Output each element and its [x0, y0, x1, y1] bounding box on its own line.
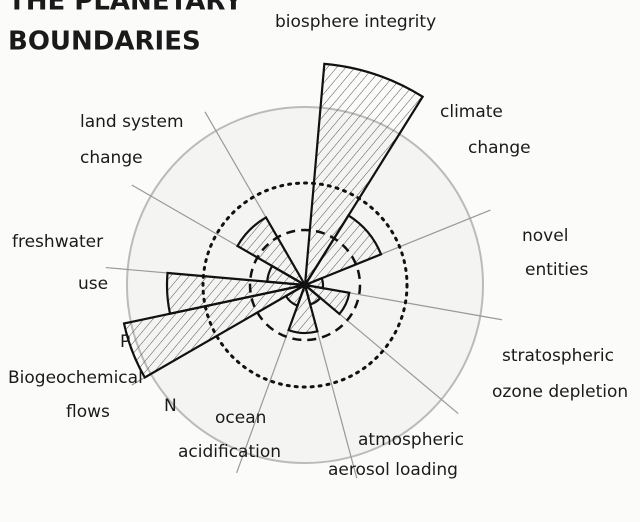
wedge — [301, 276, 325, 290]
label: change — [468, 138, 531, 158]
label: biosphere integrity — [275, 12, 436, 32]
label: Biogeochemical — [8, 368, 143, 388]
label: aerosol loading — [328, 460, 458, 480]
label: ozone depletion — [492, 382, 628, 402]
label: N — [164, 396, 177, 416]
label: land system — [80, 112, 184, 132]
label: novel — [522, 226, 568, 246]
wedge — [302, 213, 383, 288]
label: flows — [66, 402, 110, 422]
label: ocean — [215, 408, 266, 428]
label: use — [78, 274, 108, 294]
label: climate — [440, 102, 503, 122]
dotted-circle — [201, 181, 409, 389]
label: entities — [525, 260, 588, 280]
wedge — [301, 283, 351, 316]
label: acidification — [178, 442, 281, 462]
wedge — [303, 281, 322, 306]
dashed-circle — [248, 228, 362, 342]
label: stratospheric — [502, 346, 614, 366]
wedge — [235, 215, 309, 289]
label: P — [120, 332, 130, 352]
wedge — [287, 281, 319, 335]
title: THE PLANETARY — [8, 0, 244, 17]
title: BOUNDARIES — [8, 27, 201, 57]
label: freshwater — [12, 232, 103, 252]
label: atmospheric — [358, 430, 464, 450]
label: change — [80, 148, 143, 168]
wedge — [303, 62, 425, 286]
